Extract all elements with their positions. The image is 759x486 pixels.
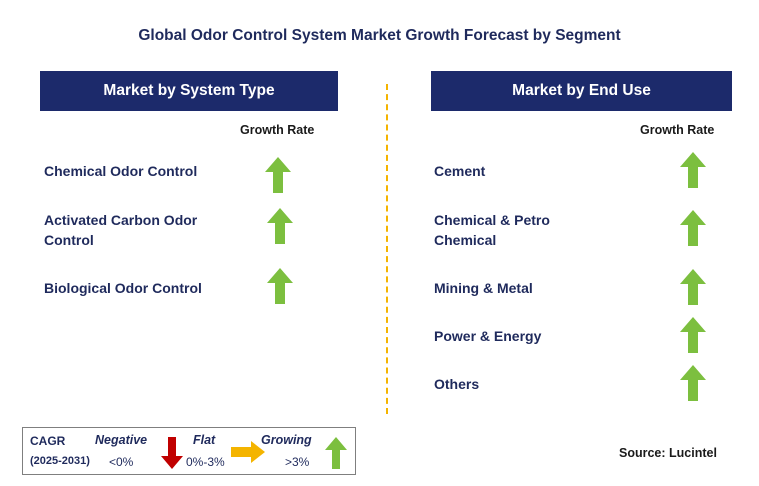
row-label-activated-carbon: Activated Carbon Odor Control — [44, 212, 198, 248]
legend-flat-range: 0%-3% — [186, 455, 225, 469]
legend-negative-range: <0% — [109, 455, 134, 469]
up-arrow-icon — [325, 437, 347, 469]
up-arrow-icon — [680, 365, 706, 401]
up-arrow-icon — [265, 157, 291, 193]
cagr-legend: CAGR (2025-2031) Negative <0% Flat 0%-3%… — [22, 427, 356, 475]
row-label-biological-odor-control: Biological Odor Control — [44, 280, 202, 296]
row-label-chemical-petro: Chemical & Petro Chemical — [434, 212, 550, 248]
end-use-header: Market by End Use — [431, 71, 732, 111]
row-label-power-energy: Power & Energy — [434, 328, 542, 344]
legend-growing-range: >3% — [285, 455, 310, 469]
up-arrow-icon — [680, 269, 706, 305]
legend-period: (2025-2031) — [30, 455, 90, 467]
up-arrow-icon — [267, 268, 293, 304]
row-label-others: Others — [434, 376, 480, 392]
up-arrow-icon — [680, 152, 706, 188]
row-label-chemical-odor-control: Chemical Odor Control — [44, 163, 198, 179]
up-arrow-icon — [680, 210, 706, 246]
row-label-mining-metal: Mining & Metal — [434, 280, 533, 296]
right-arrow-icon — [231, 441, 265, 463]
growth-rate-label-right: Growth Rate — [640, 123, 715, 137]
growth-rate-label-left: Growth Rate — [240, 123, 315, 137]
up-arrow-icon — [680, 317, 706, 353]
legend-negative-label: Negative — [95, 433, 148, 447]
page-title: Global Odor Control System Market Growth… — [138, 27, 621, 44]
up-arrow-icon — [267, 208, 293, 244]
down-arrow-icon — [161, 437, 183, 469]
legend-flat-label: Flat — [193, 433, 216, 447]
legend-growing-label: Growing — [261, 433, 312, 447]
legend-cagr-label: CAGR — [30, 434, 66, 448]
system-type-header: Market by System Type — [40, 71, 338, 111]
row-label-cement: Cement — [434, 163, 486, 179]
source-note: Source: Lucintel — [619, 446, 717, 460]
panel-divider — [386, 84, 388, 414]
